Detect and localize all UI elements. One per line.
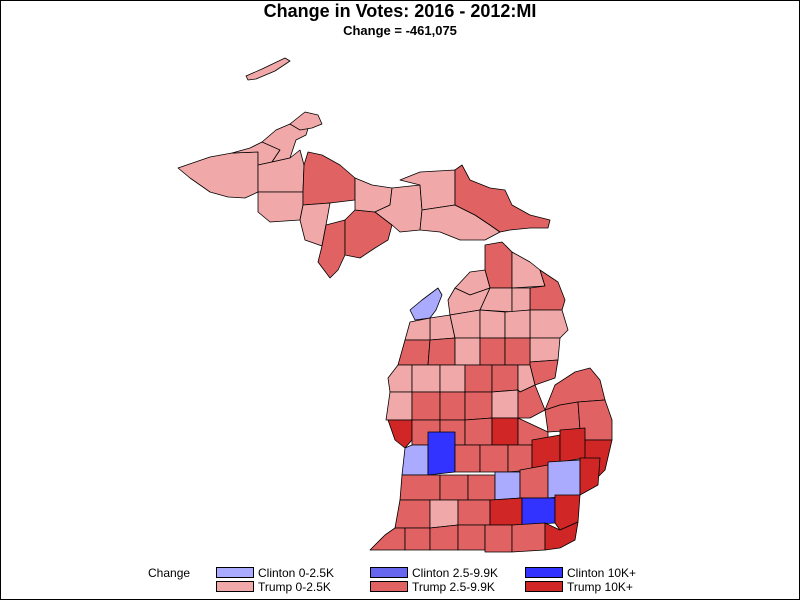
county-ogemaw	[504, 337, 531, 366]
county-gladwin	[491, 364, 519, 393]
county-ottawa	[401, 444, 429, 476]
county-monroe	[544, 521, 579, 551]
county-iosco	[529, 359, 559, 386]
county-midland	[491, 389, 519, 419]
county-kalkaska	[449, 309, 481, 339]
county-lake	[411, 364, 441, 393]
legend-label: Trump 2.5-9.9K	[412, 580, 495, 594]
county-menominee	[317, 219, 346, 279]
county-saginaw	[464, 417, 493, 446]
county-barry	[439, 474, 469, 501]
legend-swatch	[216, 567, 254, 579]
legend-title: Change	[148, 566, 191, 580]
legend-item: Clinton 0-2.5K	[216, 566, 334, 580]
county-missaukee	[454, 337, 481, 366]
county-ionia	[454, 444, 481, 473]
county-manistee	[397, 339, 431, 366]
county-isle-royale	[245, 57, 291, 81]
county-shiawassee	[507, 444, 533, 473]
county-lenawee	[511, 522, 546, 553]
county-roscommon	[479, 337, 506, 366]
county-lapeer-2	[559, 427, 586, 463]
map-title: Change in Votes: 2016 - 2012:MI	[263, 1, 537, 21]
county-oakland	[547, 459, 581, 499]
legend-swatch	[525, 567, 563, 579]
county-calhoun	[457, 499, 491, 526]
county-iron	[257, 191, 304, 223]
county-benzie	[404, 317, 431, 341]
county-emmet	[484, 241, 513, 289]
county-mecosta	[439, 391, 466, 421]
legend-swatch	[525, 581, 563, 593]
county-genesee-n	[491, 417, 519, 446]
legend-label: Clinton 0-2.5K	[258, 566, 335, 580]
county-montmorency	[511, 287, 531, 313]
county-isabella	[464, 391, 493, 421]
county-oscoda	[504, 309, 531, 339]
county-chippewa	[454, 164, 551, 233]
county-osceola	[439, 364, 466, 393]
county-hillsdale	[484, 524, 513, 553]
county-newaygo	[411, 391, 441, 421]
county-eaton	[467, 474, 496, 501]
legend-item: Clinton 2.5-9.9K	[370, 566, 498, 580]
county-clinton	[479, 444, 509, 473]
county-gogebic	[177, 151, 259, 199]
county-keweenaw	[289, 111, 323, 131]
county-alcona	[529, 337, 561, 363]
county-macomb	[579, 457, 601, 496]
legend-label: Clinton 2.5-9.9K	[412, 566, 499, 580]
county-oceana	[385, 391, 413, 421]
county-st-joseph	[429, 524, 459, 551]
county-washtenaw	[521, 497, 556, 526]
legend-swatch	[216, 581, 254, 593]
county-cass	[404, 527, 431, 551]
legend-label: Trump 10K+	[567, 580, 633, 594]
legend-item: Trump 10K+	[525, 580, 633, 594]
legend-item: Trump 2.5-9.9K	[370, 580, 495, 594]
legend-item: Clinton 10K+	[525, 566, 636, 580]
county-clare	[464, 364, 493, 393]
county-allegan	[399, 474, 441, 501]
county-branch	[457, 524, 486, 551]
county-livingston	[519, 464, 549, 499]
map-subtitle: Change = -461,075	[343, 23, 457, 38]
legend-swatch	[370, 567, 408, 579]
legend-label: Clinton 10K+	[567, 566, 637, 580]
county-van-buren	[394, 499, 431, 529]
county-mason	[387, 364, 413, 393]
county-jackson	[489, 497, 523, 526]
county-wexford	[427, 337, 456, 366]
county-muskegon	[387, 419, 413, 449]
county-berrien	[369, 527, 406, 551]
county-leelanau	[409, 287, 443, 321]
county-alpena	[529, 309, 569, 339]
county-marquette	[302, 151, 356, 206]
county-crawford	[479, 309, 506, 339]
county-kalamazoo	[429, 499, 459, 529]
county-ingham	[494, 471, 521, 501]
legend-item: Trump 0-2.5K	[216, 580, 331, 594]
legend-label: Trump 0-2.5K	[258, 580, 331, 594]
county-kent	[427, 431, 456, 476]
legend-swatch	[370, 581, 408, 593]
